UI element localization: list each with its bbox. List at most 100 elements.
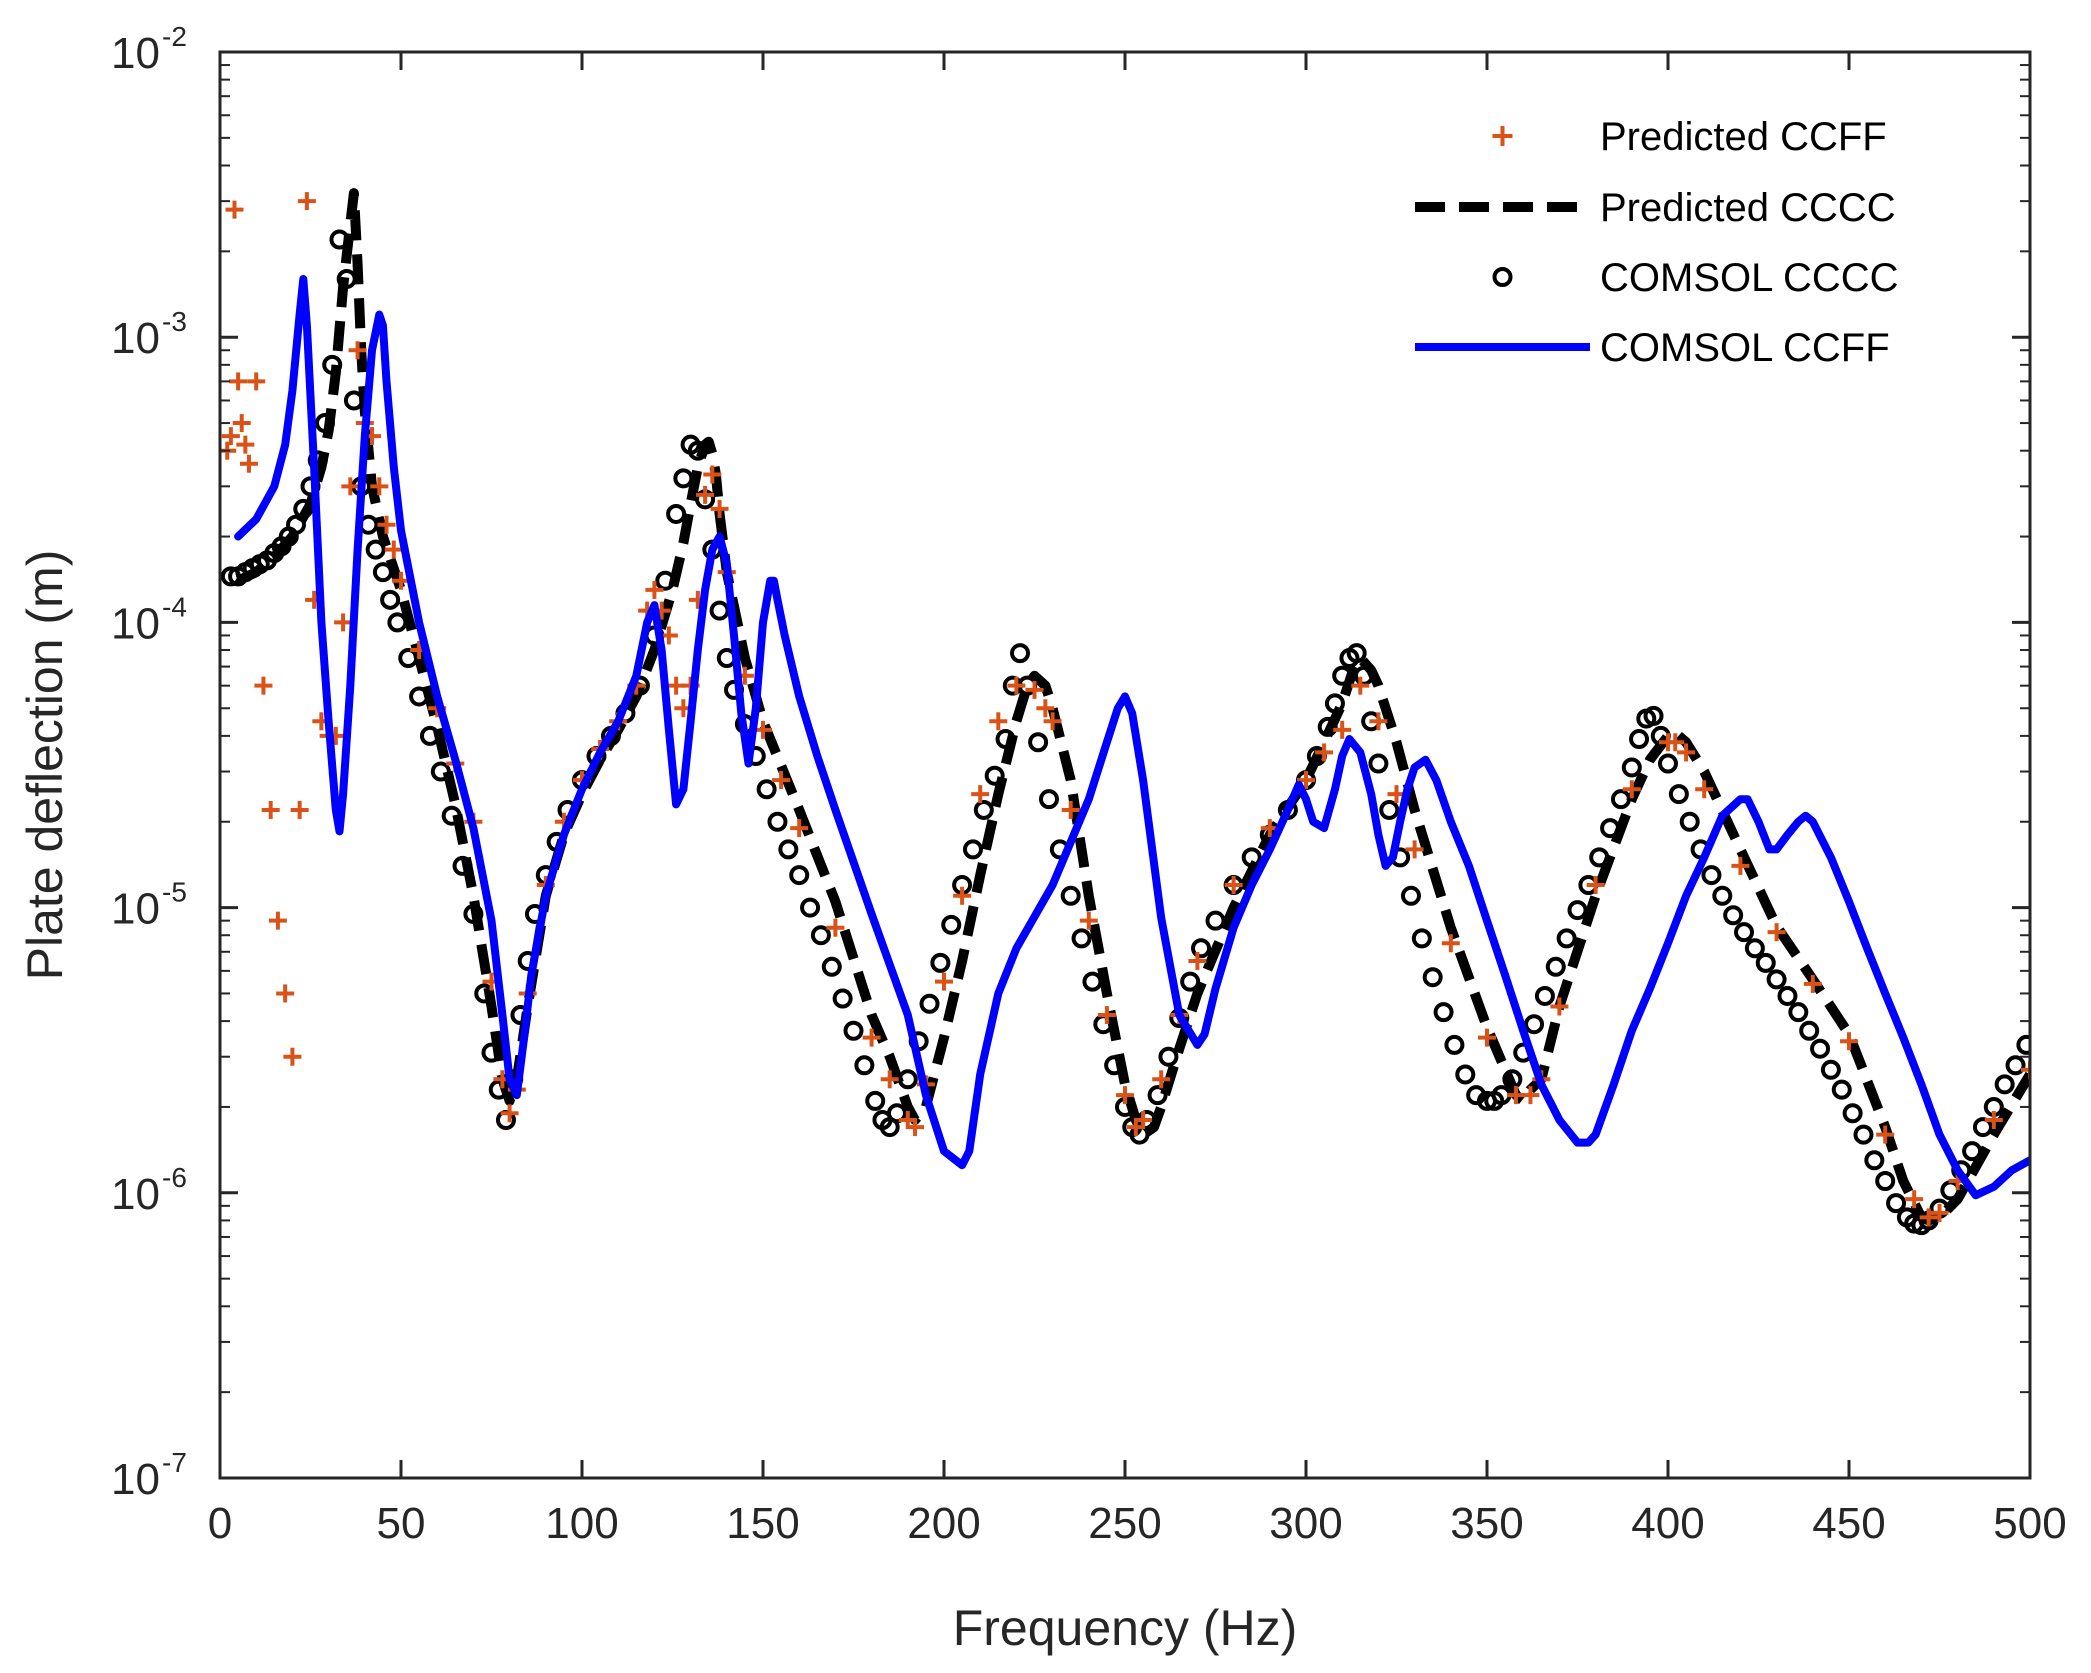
data-point: [1994, 1074, 2015, 1095]
data-point: [1025, 680, 1044, 699]
data-point: [696, 485, 715, 504]
data-point: [1346, 643, 1367, 664]
data-point: [1079, 911, 1098, 930]
data-point: [1842, 1103, 1863, 1124]
data-point: [941, 914, 962, 935]
data-point: [1478, 1028, 1496, 1047]
data-point: [1379, 799, 1400, 820]
data-point: [365, 539, 386, 560]
y-tick-label-exponent: -3: [162, 306, 187, 337]
y-axis-title: Plate deflection (m): [17, 550, 73, 981]
data-point: [930, 952, 951, 973]
data-point: [1864, 1150, 1885, 1171]
data-point: [232, 414, 251, 433]
data-point: [810, 925, 831, 946]
data-point: [703, 465, 722, 484]
data-point: [1972, 1117, 1993, 1138]
data-point: [843, 1020, 864, 1041]
data-point: [1695, 780, 1714, 799]
data-point: [1586, 876, 1605, 895]
data-point: [1116, 1086, 1134, 1105]
data-point: [906, 1118, 925, 1137]
data-point: [297, 192, 316, 211]
data-point: [772, 771, 791, 790]
data-point: [1755, 952, 1776, 973]
plot-area: [220, 188, 2030, 1236]
data-point: [1799, 1020, 1820, 1041]
y-tick-label: 10: [111, 1455, 160, 1504]
x-tick-label: 50: [377, 1499, 426, 1548]
legend-item: COMSOL CCFF: [1415, 326, 1890, 370]
data-point: [1567, 900, 1588, 921]
data-point: [1550, 997, 1569, 1016]
data-point: [1097, 1006, 1116, 1025]
data-point: [1422, 967, 1443, 988]
data-point: [1744, 938, 1765, 959]
x-tick-label: 350: [1450, 1499, 1523, 1548]
data-point: [1658, 753, 1678, 774]
legend-label: COMSOL CCFF: [1600, 326, 1890, 370]
data-point: [1405, 840, 1424, 859]
data-point: [826, 918, 845, 937]
y-tick-label-exponent: -2: [162, 21, 187, 52]
series-line-predicted-cccc: [235, 188, 2030, 1226]
data-point: [370, 477, 389, 496]
legend-item: Predicted CCFF: [1492, 115, 1887, 159]
x-tick-label: 300: [1269, 1499, 1342, 1548]
data-point: [1679, 811, 1700, 832]
legend-symbol-plus: [1492, 126, 1513, 146]
data-point: [1668, 784, 1689, 805]
data-point: [1368, 753, 1389, 774]
data-point: [1188, 951, 1207, 970]
data-point: [1876, 1125, 1895, 1144]
data-point: [1433, 1002, 1454, 1023]
data-point: [880, 1070, 899, 1089]
x-tick-label: 500: [1993, 1499, 2066, 1548]
axes: 0 50 100 150 200 250 300 350 400 450 50010-710-610…: [111, 21, 2067, 1548]
data-point: [1629, 729, 1650, 750]
data-point: [1777, 985, 1798, 1006]
data-point: [1441, 934, 1460, 953]
data-point: [790, 819, 809, 838]
data-point: [1723, 905, 1744, 926]
legend-symbol-circle: [1492, 267, 1513, 287]
data-point: [1545, 956, 1566, 977]
data-point: [1840, 1032, 1858, 1051]
data-point: [953, 886, 972, 905]
y-tick-label-exponent: -7: [162, 1447, 187, 1478]
data-point: [1810, 1038, 1831, 1059]
legend-label: COMSOL CCCC: [1600, 256, 1899, 300]
data-point: [221, 427, 240, 446]
data-point: [276, 984, 295, 1003]
data-point: [710, 499, 729, 518]
data-point: [800, 897, 821, 918]
data-point: [1701, 865, 1722, 886]
data-point: [1060, 885, 1081, 906]
data-point: [2005, 1055, 2026, 1076]
data-point: [1788, 1002, 1809, 1023]
data-point: [1333, 720, 1352, 739]
data-point: [377, 515, 396, 534]
data-point: [261, 800, 280, 819]
data-point: [1191, 938, 1212, 959]
x-tick-label: 150: [726, 1499, 799, 1548]
data-point: [1831, 1079, 1852, 1100]
data-point: [1930, 1203, 1949, 1222]
x-tick-label: 400: [1631, 1499, 1704, 1548]
data-point: [1134, 1110, 1153, 1129]
data-point: [1712, 885, 1733, 906]
data-point: [2021, 1060, 2030, 1079]
data-point: [239, 454, 258, 473]
data-point: [1919, 1208, 1938, 1227]
data-point: [229, 372, 248, 391]
data-point: [919, 993, 940, 1014]
data-point: [1524, 1014, 1545, 1035]
data-point: [865, 1090, 886, 1111]
data-point: [1731, 856, 1750, 875]
x-tick-label: 200: [907, 1499, 980, 1548]
legend-item: COMSOL CCCC: [1492, 256, 1899, 300]
y-tick-label: 10: [111, 599, 160, 648]
data-point: [2016, 1034, 2030, 1055]
x-tick-label: 0: [208, 1499, 232, 1548]
legend-label: Predicted CCCC: [1600, 186, 1896, 230]
